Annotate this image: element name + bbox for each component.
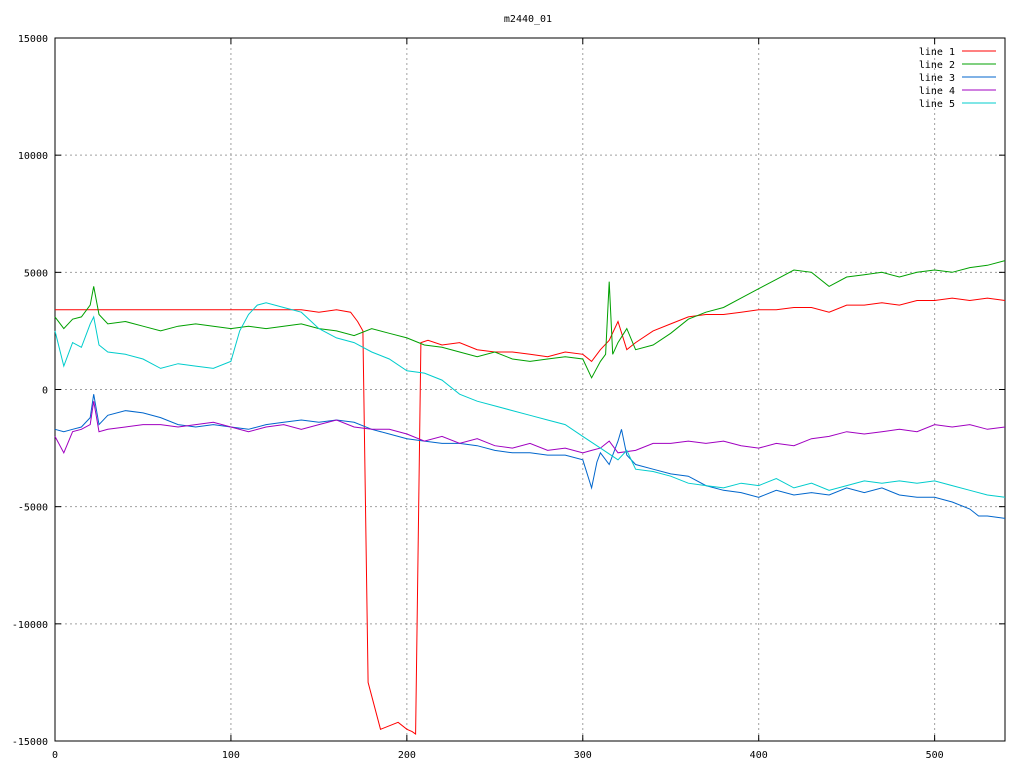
series-line-4 bbox=[54, 401, 1006, 454]
y-tick-label: -15000 bbox=[12, 737, 48, 748]
series-line-3 bbox=[54, 394, 1006, 519]
x-tick-label: 200 bbox=[398, 750, 416, 761]
grid bbox=[55, 38, 1005, 741]
y-tick-label: -10000 bbox=[12, 620, 48, 631]
series-line-2 bbox=[54, 260, 1006, 379]
y-tick-label: 15000 bbox=[18, 34, 48, 45]
legend-label: line 2 bbox=[919, 60, 955, 71]
x-tick-label: 500 bbox=[926, 750, 944, 761]
x-tick-label: 100 bbox=[222, 750, 240, 761]
y-tick-label: 10000 bbox=[18, 151, 48, 162]
x-tick-label: 0 bbox=[52, 750, 58, 761]
x-tick-label: 300 bbox=[574, 750, 592, 761]
legend-label: line 5 bbox=[919, 99, 955, 110]
y-tick-label: -5000 bbox=[18, 503, 48, 514]
legend-label: line 1 bbox=[919, 47, 955, 58]
y-tick-label: 0 bbox=[42, 386, 48, 397]
series-group bbox=[54, 260, 1006, 735]
x-tick-label: 400 bbox=[750, 750, 768, 761]
y-tick-label: 5000 bbox=[24, 268, 48, 279]
legend-label: line 3 bbox=[919, 73, 955, 84]
legend: line 1 line 2 line 3 line 4 line 5 bbox=[919, 47, 996, 110]
series-line-1 bbox=[55, 297, 1006, 735]
chart-title: m2440_01 bbox=[504, 14, 552, 25]
series-line-5 bbox=[54, 302, 1006, 498]
axis-ticks: 0 100 200 300 400 500 -15000 -10000 -5000 0 5000 10… bbox=[12, 34, 1005, 761]
legend-label: line 4 bbox=[919, 86, 955, 97]
